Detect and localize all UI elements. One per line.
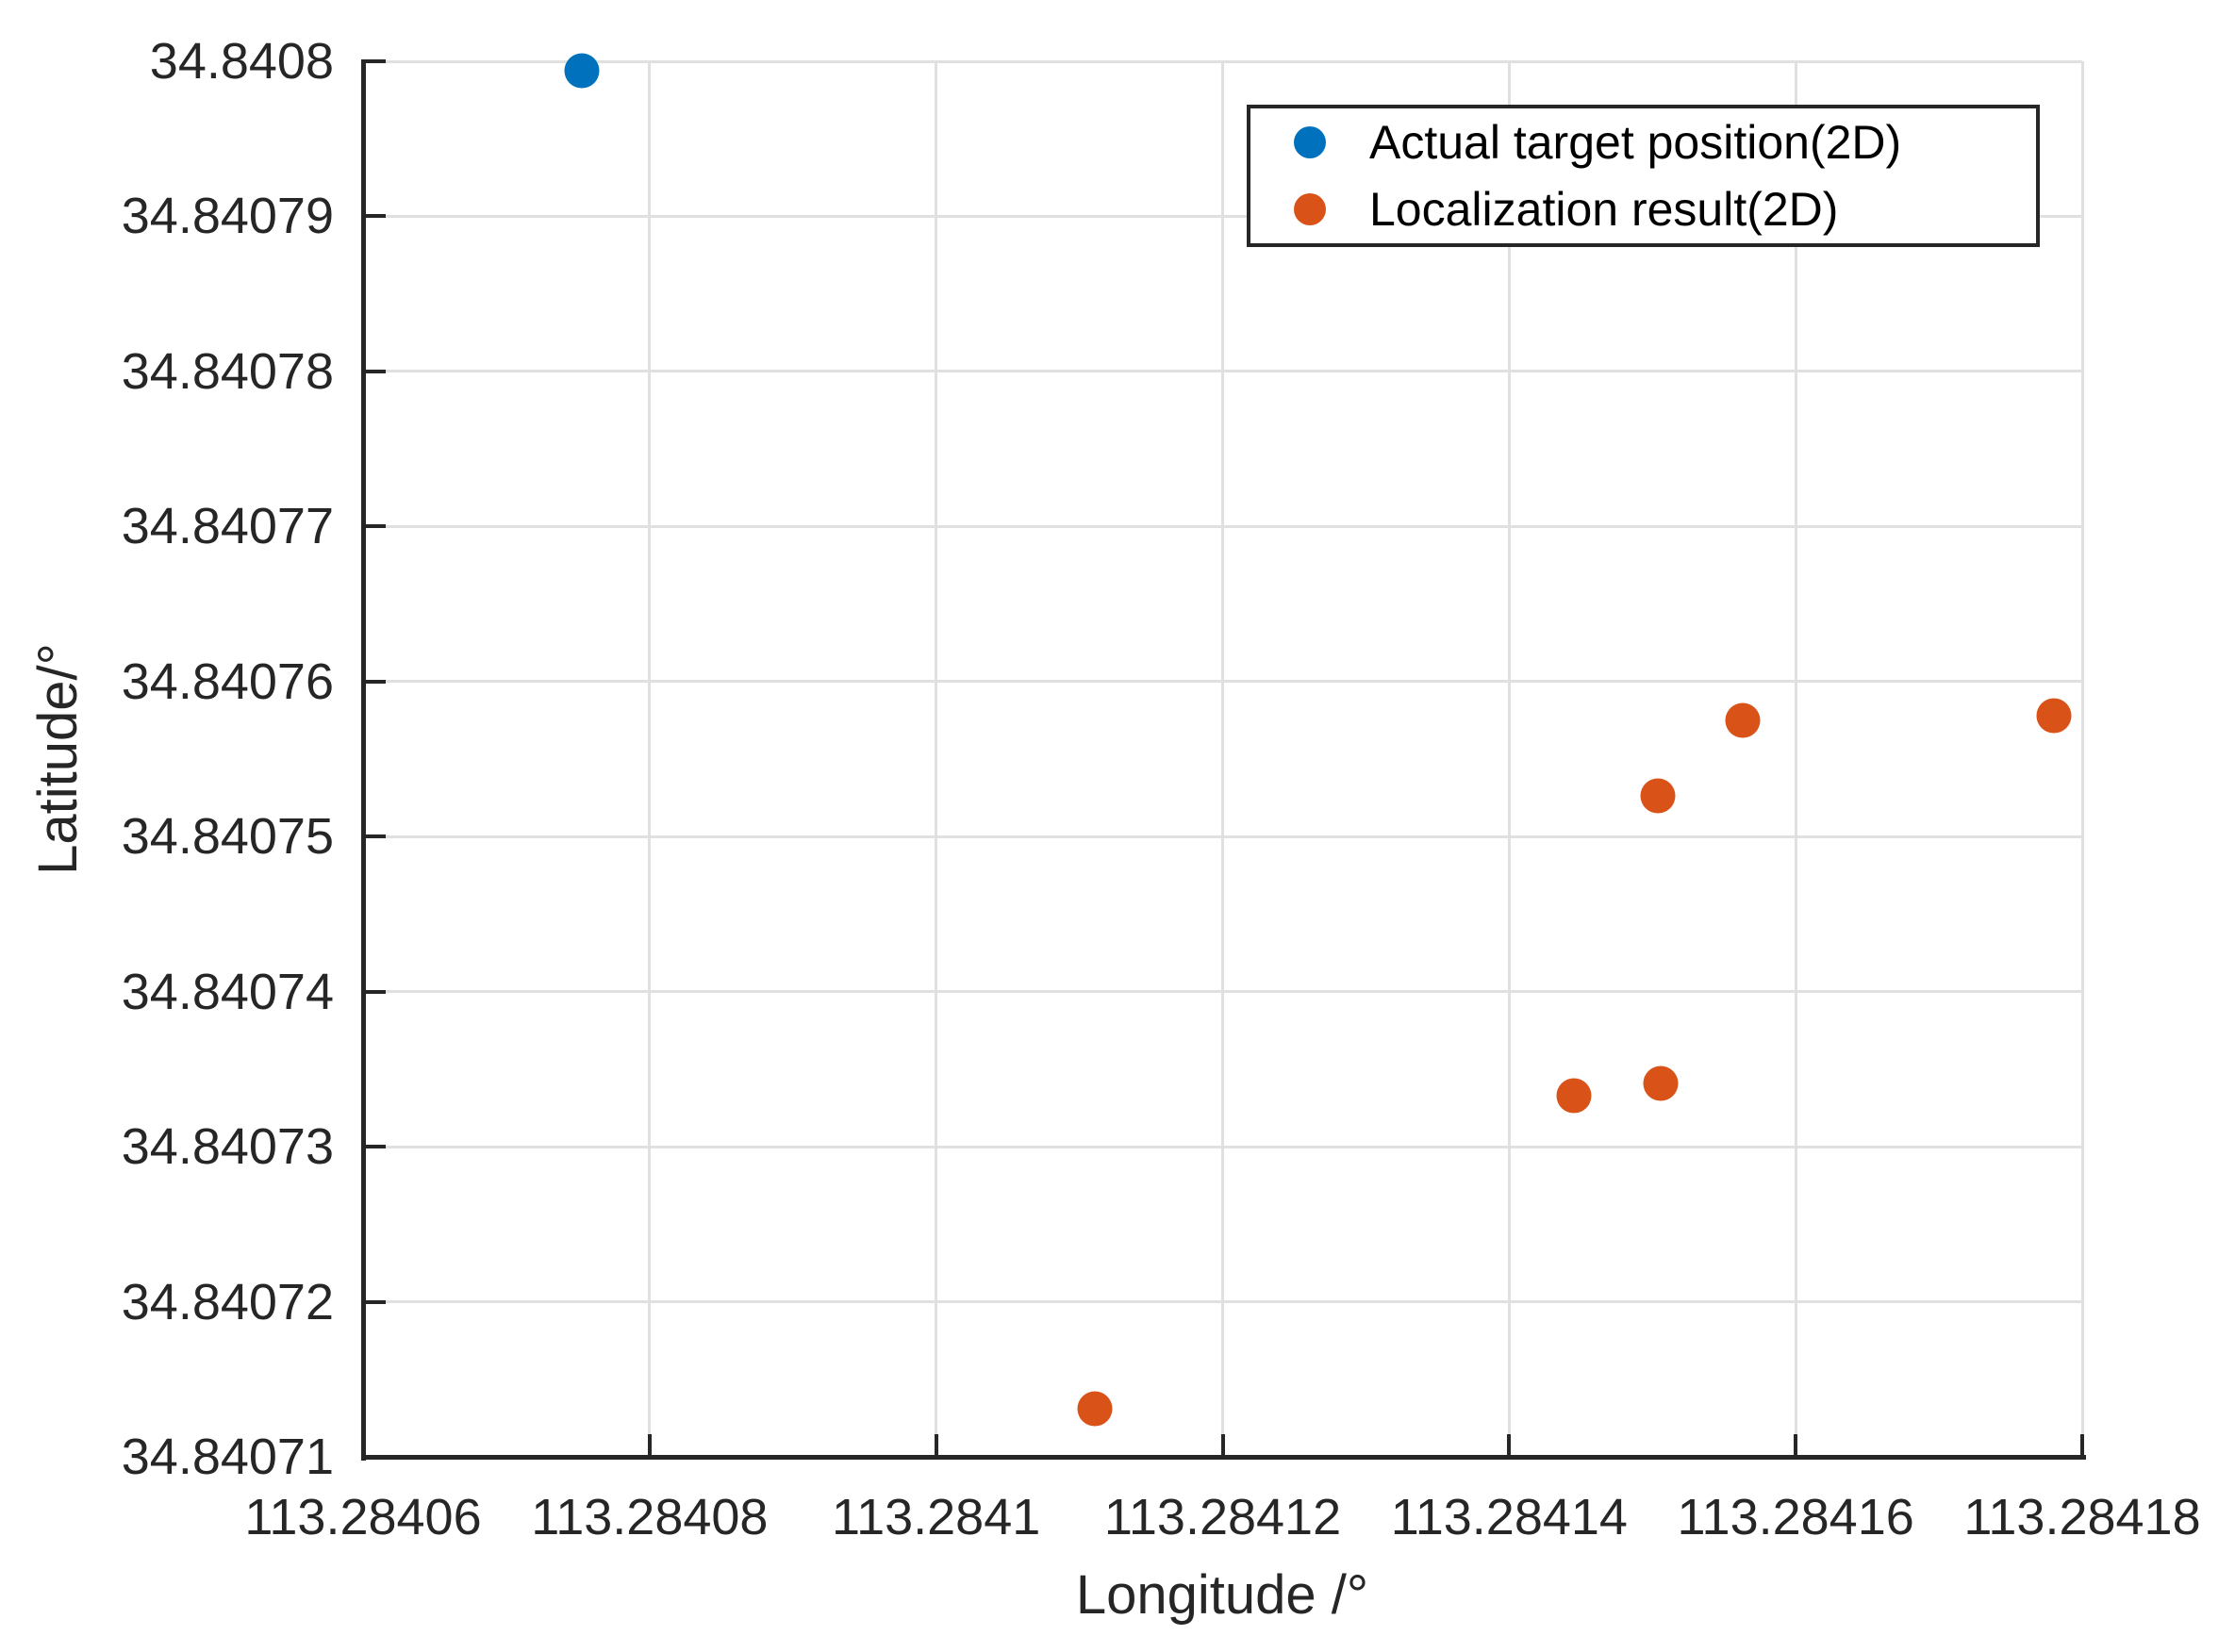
x-gridline <box>1221 61 1224 1457</box>
y-tick-label: 34.84078 <box>121 342 334 400</box>
y-gridline <box>363 680 2082 684</box>
x-tick <box>1220 1434 1225 1455</box>
legend-entry: Localization result(2D) <box>1250 177 2036 241</box>
legend-entry: Actual target position(2D) <box>1250 110 2036 174</box>
x-gridline <box>935 61 938 1457</box>
data-point-localization-result <box>2036 698 2072 734</box>
y-tick-label: 34.84079 <box>121 188 334 245</box>
y-axis-spine <box>361 59 366 1461</box>
y-gridline <box>363 524 2082 528</box>
x-tick-label: 113.28418 <box>1963 1489 2201 1545</box>
x-tick <box>361 1434 365 1455</box>
y-tick-label: 34.84074 <box>121 963 334 1020</box>
x-tick <box>1794 1434 1798 1455</box>
legend-marker-icon <box>1294 126 1326 159</box>
data-point-localization-result <box>1556 1078 1592 1114</box>
x-tick-label: 113.28408 <box>531 1489 769 1545</box>
x-tick-label: 113.28416 <box>1677 1489 1914 1545</box>
y-tick <box>365 1299 386 1304</box>
x-tick-label: 113.28406 <box>244 1489 482 1545</box>
data-point-actual-target <box>564 53 600 89</box>
x-gridline <box>1794 61 1797 1457</box>
y-tick-label: 34.8408 <box>149 33 334 90</box>
y-tick <box>365 1145 386 1149</box>
y-tick <box>365 1455 386 1459</box>
y-gridline <box>363 370 2082 373</box>
y-tick <box>365 989 386 994</box>
x-tick <box>1507 1434 1512 1455</box>
x-tick-label: 113.2841 <box>832 1489 1041 1545</box>
y-gridline <box>363 214 2082 218</box>
x-axis-spine <box>361 1455 2086 1460</box>
x-gridline <box>648 61 652 1457</box>
y-tick <box>365 214 386 219</box>
y-tick-label: 34.84073 <box>121 1118 334 1176</box>
y-tick-label: 34.84076 <box>121 653 334 710</box>
legend-marker-icon <box>1294 192 1326 225</box>
x-axis-label: Longitude /° <box>1075 1564 1369 1626</box>
legend-entry-label: Actual target position(2D) <box>1369 116 1902 170</box>
y-gridline <box>363 59 2082 63</box>
x-gridline <box>2080 61 2084 1457</box>
y-tick <box>365 834 386 839</box>
legend-entry-label: Localization result(2D) <box>1369 182 1839 236</box>
data-point-localization-result <box>1725 702 1761 738</box>
y-gridline <box>363 990 2082 994</box>
x-tick-label: 113.28414 <box>1390 1489 1628 1545</box>
y-gridline <box>363 1300 2082 1304</box>
x-tick-label: 113.28412 <box>1103 1489 1342 1545</box>
y-gridline <box>363 1145 2082 1148</box>
y-tick <box>365 524 386 529</box>
y-tick <box>365 59 386 63</box>
data-point-localization-result <box>1643 1066 1679 1101</box>
y-axis-label: Latitude/° <box>27 643 89 875</box>
y-tick-label: 34.84071 <box>121 1429 334 1485</box>
x-tick <box>647 1434 652 1455</box>
y-tick-label: 34.84075 <box>121 808 334 866</box>
x-tick <box>934 1434 938 1455</box>
y-tick-label: 34.84072 <box>121 1273 334 1330</box>
data-point-localization-result <box>1077 1391 1113 1427</box>
y-gridline <box>363 834 2082 838</box>
y-tick <box>365 369 386 373</box>
x-tick <box>2080 1434 2084 1455</box>
x-gridline <box>1507 61 1511 1457</box>
y-tick <box>365 679 386 684</box>
data-point-localization-result <box>1640 778 1676 814</box>
legend: Actual target position(2D) Localization r… <box>1247 105 2040 247</box>
y-tick-label: 34.84077 <box>121 498 334 555</box>
